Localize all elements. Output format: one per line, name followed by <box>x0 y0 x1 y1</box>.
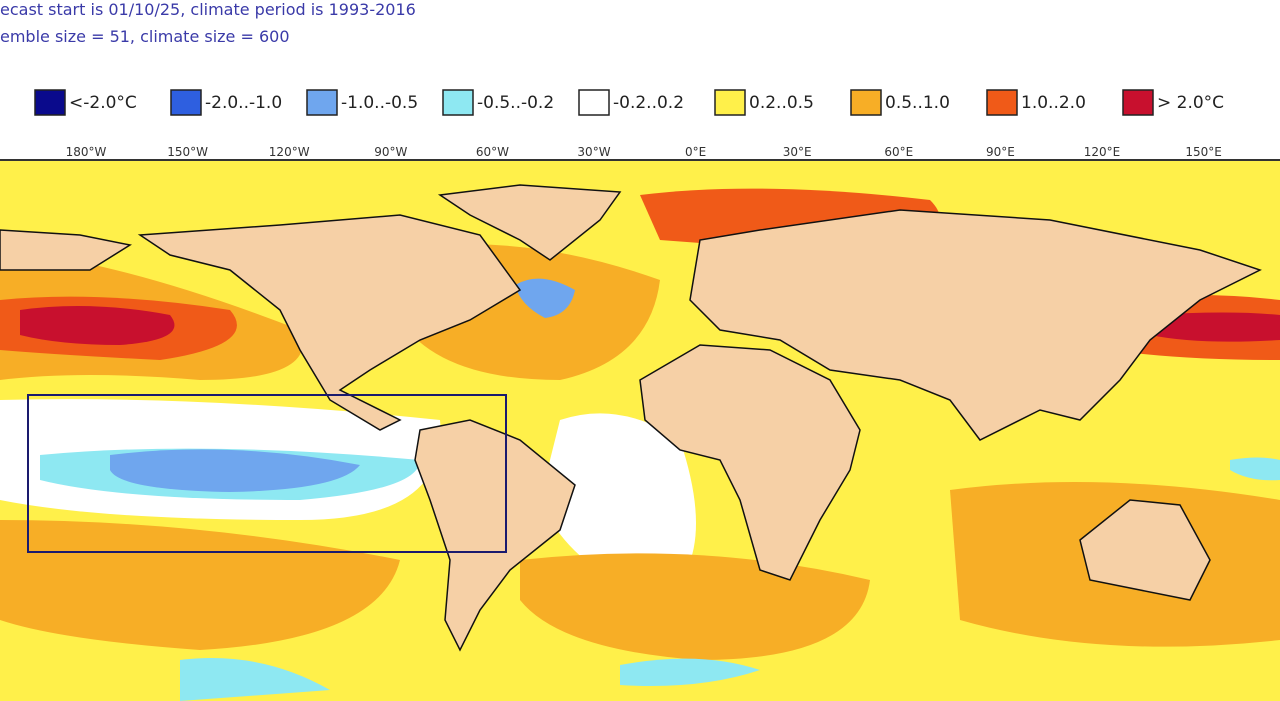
header-line: emble size = 51, climate size = 600 <box>0 27 290 46</box>
siberia-east <box>0 229 132 271</box>
legend-label: -0.5..-0.2 <box>477 93 554 113</box>
legend-label: > 2.0°C <box>1157 93 1224 113</box>
anomaly-area <box>20 306 175 345</box>
longitude-label: 30°W <box>577 145 610 159</box>
legend-swatch <box>714 89 746 116</box>
legend-swatch <box>986 89 1018 116</box>
anomaly-area <box>180 658 330 701</box>
legend-label: -0.2..0.2 <box>613 93 684 113</box>
eurasia <box>689 209 1262 441</box>
south-america <box>414 419 576 652</box>
longitude-label: 90°W <box>374 145 407 159</box>
longitude-label: 150°W <box>167 145 208 159</box>
legend-swatch <box>442 89 474 116</box>
anomaly-area <box>1230 457 1280 481</box>
longitude-label: 120°W <box>269 145 310 159</box>
nino-box <box>27 394 507 553</box>
longitude-label: 150°E <box>1185 145 1222 159</box>
legend-label: 1.0..2.0 <box>1021 93 1086 113</box>
longitude-label: 30°E <box>783 145 812 159</box>
anomaly-area <box>110 449 360 492</box>
legend-label: 0.5..1.0 <box>885 93 950 113</box>
legend-swatch <box>34 89 66 116</box>
legend-swatch <box>1122 89 1154 116</box>
legend-swatch <box>578 89 610 116</box>
longitude-label: 120°E <box>1084 145 1121 159</box>
north-america <box>137 214 522 431</box>
anomaly-area <box>620 658 760 686</box>
legend: <-2.0°C -2.0..-1.0 -1.0..-0.5 -0.5..-0.2 -0.… <box>34 89 1224 116</box>
anomaly-area <box>520 553 870 660</box>
anomaly-area <box>515 278 575 318</box>
greenland <box>437 184 622 261</box>
legend-label: <-2.0°C <box>69 93 137 113</box>
anomaly-area <box>1150 312 1280 342</box>
longitude-label: 0°E <box>685 145 706 159</box>
legend-swatch <box>306 89 338 116</box>
legend-swatch <box>850 89 882 116</box>
legend-label: -2.0..-1.0 <box>205 93 282 113</box>
australia <box>1079 499 1211 601</box>
longitude-label: 90°E <box>986 145 1015 159</box>
longitude-label: 60°E <box>884 145 913 159</box>
legend-label: -1.0..-0.5 <box>341 93 418 113</box>
legend-swatch <box>170 89 202 116</box>
longitude-labels: 180°W 150°W 120°W 90°W 60°W 30°W 0°E 30°E 60°E 90… <box>66 145 1222 159</box>
anomaly-area <box>540 413 696 600</box>
longitude-label: 60°W <box>476 145 509 159</box>
header-line: ecast start is 01/10/25, climate period … <box>0 0 416 19</box>
africa <box>639 344 861 581</box>
land <box>0 184 1262 652</box>
longitude-label: 180°W <box>66 145 107 159</box>
legend-label: 0.2..0.5 <box>749 93 814 113</box>
